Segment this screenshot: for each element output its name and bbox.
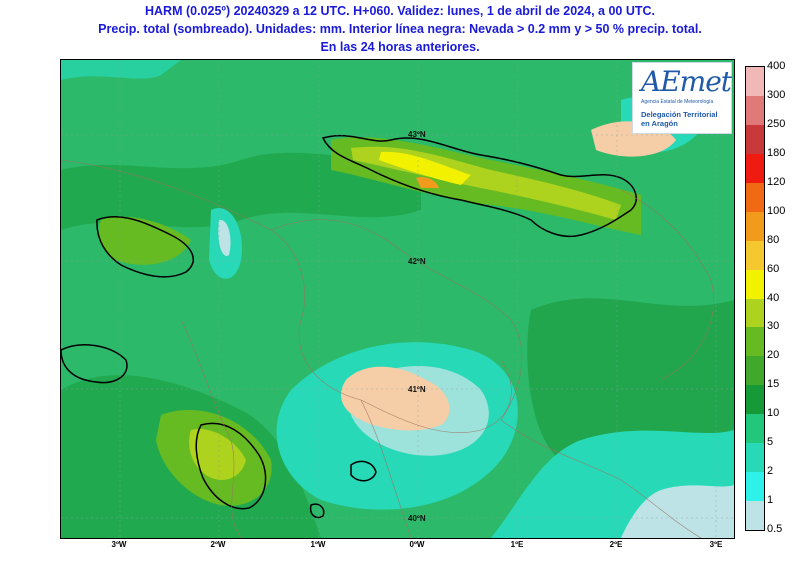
precipitation-map: 43ºN 42ºN 41ºN 40ºN bbox=[60, 59, 735, 539]
lon-label-1w: 1ºW bbox=[310, 540, 326, 549]
colorbar bbox=[745, 66, 765, 531]
colorbar-label: 400 bbox=[767, 60, 786, 72]
colorbar-segment bbox=[746, 385, 764, 415]
logo-delegation-line1: Delegación Territorial bbox=[641, 110, 718, 119]
colorbar-label: 5 bbox=[767, 436, 774, 449]
colorbar-segment bbox=[746, 269, 764, 299]
logo-delegation: Delegación Territorial en Aragón bbox=[641, 110, 718, 128]
lon-label-3e: 3ºE bbox=[709, 540, 723, 549]
colorbar-segment bbox=[746, 182, 764, 212]
colorbar-label: 120 bbox=[767, 175, 786, 188]
colorbar-segment bbox=[746, 240, 764, 270]
colorbar-segment bbox=[746, 414, 764, 444]
lat-label-43n: 43ºN bbox=[408, 130, 426, 139]
colorbar-label: 15 bbox=[767, 378, 780, 391]
colorbar-label: 0.5 bbox=[767, 523, 783, 535]
colorbar-segment bbox=[746, 472, 764, 502]
colorbar-label: 1 bbox=[767, 494, 774, 507]
logo-delegation-line2: en Aragón bbox=[641, 119, 678, 128]
colorbar-label: 40 bbox=[767, 291, 780, 304]
colorbar-label: 10 bbox=[767, 407, 780, 420]
lon-label-3w: 3ºW bbox=[111, 540, 127, 549]
colorbar-label: 180 bbox=[767, 146, 786, 159]
colorbar-label: 300 bbox=[767, 88, 786, 101]
colorbar-segment bbox=[746, 95, 764, 125]
colorbar-label: 60 bbox=[767, 262, 780, 275]
lat-label-42n: 42ºN bbox=[408, 257, 426, 266]
colorbar-label: 80 bbox=[767, 233, 780, 246]
colorbar-label: 2 bbox=[767, 465, 774, 478]
lat-label-40n: 40ºN bbox=[408, 514, 426, 523]
colorbar-segment bbox=[746, 443, 764, 473]
lon-label-1e: 1ºE bbox=[510, 540, 524, 549]
colorbar-label: 250 bbox=[767, 117, 786, 130]
map-shading bbox=[61, 60, 734, 538]
title-line-2: Precip. total (sombreado). Unidades: mm.… bbox=[98, 22, 702, 36]
colorbar-segment bbox=[746, 153, 764, 183]
logo-subtitle: Agencia Estatal de Meteorología bbox=[641, 99, 714, 105]
colorbar-segment bbox=[746, 298, 764, 328]
colorbar-segment bbox=[746, 501, 764, 530]
logo-wordmark: AEmet bbox=[641, 65, 732, 98]
colorbar-label: 100 bbox=[767, 204, 786, 217]
colorbar-segment bbox=[746, 356, 764, 386]
aemet-logo: AEmet Agencia Estatal de Meteorología De… bbox=[632, 62, 732, 134]
lat-label-41n: 41ºN bbox=[408, 385, 426, 394]
lon-label-0w: 0ºW bbox=[409, 540, 425, 549]
colorbar-segment bbox=[746, 211, 764, 241]
colorbar-label: 20 bbox=[767, 349, 780, 362]
lon-label-2w: 2ºW bbox=[210, 540, 226, 549]
colorbar-segment bbox=[746, 67, 764, 96]
colorbar-label: 30 bbox=[767, 320, 780, 333]
colorbar-segment bbox=[746, 327, 764, 357]
lon-label-2e: 2ºE bbox=[609, 540, 623, 549]
colorbar-segment bbox=[746, 124, 764, 154]
title-line-3: En las 24 horas anteriores. bbox=[320, 40, 480, 54]
title-line-1: HARM (0.025º) 20240329 a 12 UTC. H+060. … bbox=[144, 4, 655, 18]
